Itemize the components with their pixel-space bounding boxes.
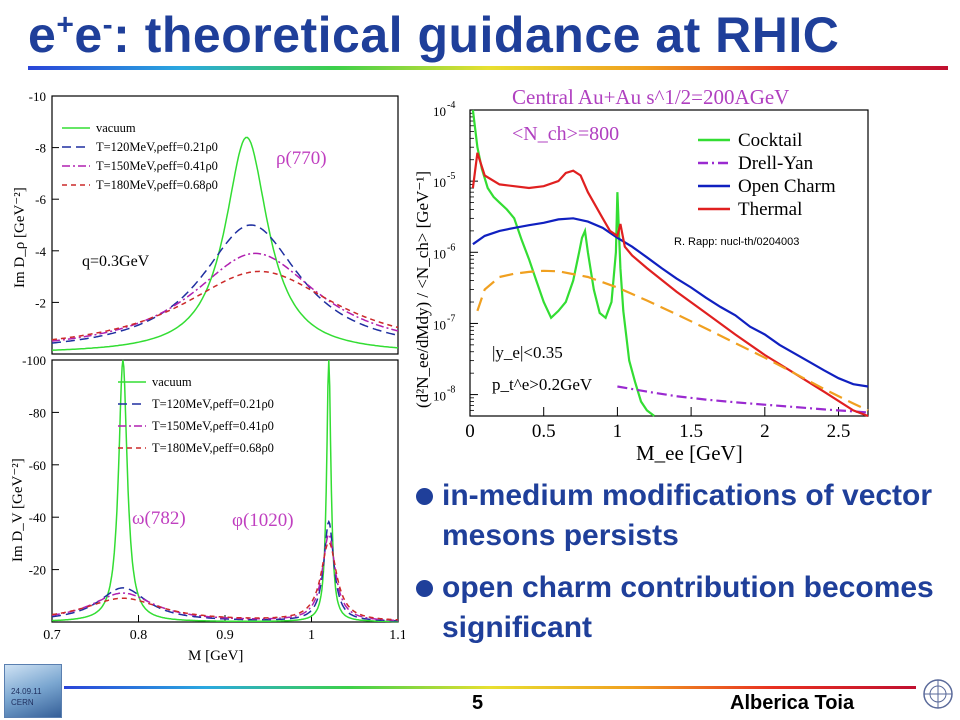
dilepton-ytick-exponent: -7 — [447, 313, 455, 324]
dilepton-xtick-label: 1.5 — [679, 421, 703, 442]
bullet-item: in-medium modifications of vector mesons… — [416, 476, 956, 556]
omega-phi-ytick-label: -100 — [22, 353, 46, 368]
dilepton-ytick-label: 10 — [433, 246, 446, 261]
reference-annotation: R. Rapp: nucl-th/0204003 — [674, 236, 799, 248]
rho-ytick-label: -10 — [29, 89, 46, 104]
rho-ylabel: Im D_ρ [GeV⁻²] — [12, 187, 28, 288]
rho-ytick-label: -8 — [35, 141, 46, 156]
omega-phi-legend-label: T=120MeV,ρeff=0.21ρ0 — [152, 397, 274, 411]
rho-legend: vacuum T=120MeV,ρeff=0.21ρ0 T=150MeV,ρeff=… — [62, 121, 218, 192]
rho-legend-label: T=120MeV,ρeff=0.21ρ0 — [96, 140, 218, 154]
dilepton-xtick-label: 2 — [760, 421, 770, 442]
title-underline — [28, 66, 948, 70]
rho-legend-label: vacuum — [96, 121, 136, 135]
omega-phi-xtick-label: 0.9 — [216, 628, 234, 643]
rho-spectral-plot: -10 -8 -6 -4 -2 Im D_ρ [GeV⁻²] ρ(770) q=0.3G… — [12, 89, 399, 355]
dilepton-xtick-label: 0.5 — [532, 421, 556, 442]
omega-phi-ytick-label: -20 — [29, 563, 46, 578]
rho-ytick-label: -4 — [35, 244, 46, 259]
phi-annotation: φ(1020) — [232, 510, 294, 531]
bullet-dot-icon — [416, 580, 433, 597]
dilepton-series-line — [476, 269, 869, 412]
bullet-item: open charm contribution becomes signific… — [416, 568, 956, 648]
omega-phi-ylabel: Im D_V [GeV⁻²] — [10, 458, 26, 562]
momentum-annotation: q=0.3GeV — [82, 253, 150, 270]
dilepton-xtick-label: 1 — [613, 421, 623, 442]
dilepton-ytick-label: 10 — [433, 317, 446, 332]
omega-phi-series-line — [51, 359, 398, 623]
rho-legend-label: T=150MeV,ρeff=0.41ρ0 — [96, 159, 218, 173]
dilepton-xlabel: M_ee [GeV] — [636, 441, 743, 465]
dilepton-ytick-exponent: -4 — [447, 100, 455, 111]
dilepton-xtick-label: 0 — [465, 421, 475, 442]
omega-phi-xtick-label: 1 — [308, 628, 315, 643]
bullet-list: in-medium modifications of vector mesons… — [416, 476, 956, 660]
omega-phi-legend-label: T=180MeV,ρeff=0.68ρ0 — [152, 441, 274, 455]
rho-ytick-label: -2 — [35, 295, 46, 310]
dilepton-plot-frame — [469, 109, 869, 417]
rho-legend-label: T=180MeV,ρeff=0.68ρ0 — [96, 178, 218, 192]
cern-logo-icon — [923, 679, 953, 709]
dilepton-ytick-exponent: -8 — [447, 385, 455, 396]
rho-series-line — [51, 252, 399, 342]
omega-phi-ytick-label: -40 — [29, 510, 46, 525]
rho-series-line — [51, 270, 399, 341]
dilepton-ylabel: (d²N_ee/dMdy) / <N_ch> [GeV⁻¹] — [413, 171, 432, 408]
footer-line — [64, 686, 916, 689]
dilepton-title: Central Au+Au s^1/2=200AGeV — [512, 85, 789, 109]
page-number: 5 — [472, 692, 484, 714]
dilepton-series-line — [471, 152, 869, 418]
pt-cut-annotation: p_t^e>0.2GeV — [492, 375, 593, 394]
dilepton-xtick-label: 2.5 — [827, 421, 851, 442]
omega-phi-legend: vacuum T=120MeV,ρeff=0.21ρ0 T=150MeV,ρeff=… — [118, 375, 274, 455]
bullet-dot-icon — [416, 488, 433, 505]
omega-phi-xlabel: M [GeV] — [188, 648, 243, 664]
dilepton-ytick-exponent: -6 — [447, 242, 455, 253]
dilepton-legend-label: Open Charm — [738, 176, 836, 197]
dilepton-ytick-label: 10 — [433, 104, 446, 119]
rho-series-line — [51, 136, 399, 351]
dilepton-series-line — [471, 109, 655, 417]
omega-phi-ytick-label: -80 — [29, 405, 46, 420]
omega-phi-xtick-label: 0.7 — [43, 628, 61, 643]
author-name: Alberica Toia — [730, 692, 855, 714]
omega-phi-xtick-label: 1.1 — [389, 628, 405, 643]
dilepton-ytick-label: 10 — [433, 389, 446, 404]
omega-annotation: ω(782) — [132, 508, 186, 529]
dilepton-legend-label: Thermal — [738, 199, 802, 220]
dilepton-legend-label: Cocktail — [738, 130, 802, 151]
omega-phi-legend-label: vacuum — [152, 375, 192, 389]
rho-series-line — [51, 224, 399, 344]
nch-annotation: <N_ch>=800 — [512, 123, 619, 145]
dilepton-series-line — [472, 217, 869, 388]
omega-phi-legend-label: T=150MeV,ρeff=0.41ρ0 — [152, 419, 274, 433]
omega-phi-series-line — [51, 533, 399, 622]
conference-logo: 24.09.11 CERN — [4, 664, 62, 718]
page-title: e+e-: theoretical guidance at RHIC — [28, 7, 840, 63]
dilepton-ytick-exponent: -5 — [447, 171, 455, 182]
dilepton-spectrum-plot: 10-410-510-610-710-8 0 0.5 1 1.5 2 2.5 Centra… — [413, 85, 869, 465]
omega-phi-plot-frame — [51, 359, 399, 623]
dilepton-legend-label: Drell-Yan — [738, 153, 814, 174]
rho-ytick-label: -6 — [35, 192, 46, 207]
omega-phi-series-line — [51, 541, 399, 621]
dilepton-series-line — [617, 385, 869, 414]
dilepton-ytick-label: 10 — [433, 175, 446, 190]
omega-phi-ytick-label: -60 — [29, 458, 46, 473]
rapidity-cut-annotation: |y_e|<0.35 — [492, 343, 563, 362]
omega-phi-series-line — [51, 519, 398, 622]
rho-annotation-label: ρ(770) — [276, 148, 327, 169]
omega-phi-xtick-label: 0.8 — [130, 628, 148, 643]
omega-phi-spectral-plot: -100 -80 -60 -40 -20 0.7 0.8 0.9 1 1.1 Im D_V [G… — [10, 353, 405, 664]
